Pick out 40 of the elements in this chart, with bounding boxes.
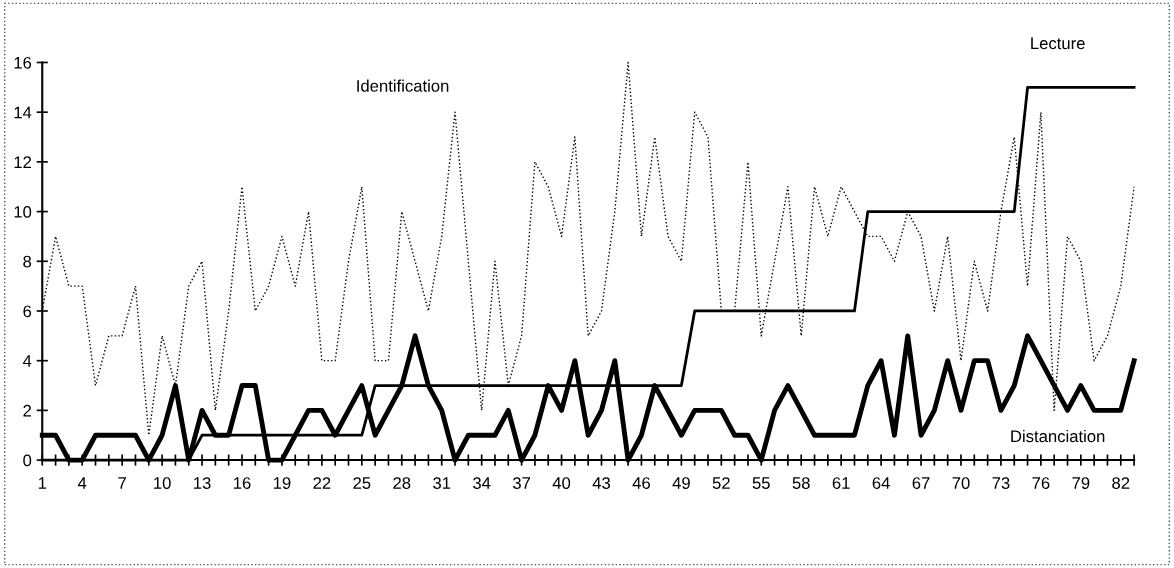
x-tick-label: 43 <box>592 477 611 489</box>
x-tick-label: 7 <box>118 477 126 489</box>
y-tick-label: 14 <box>14 106 32 119</box>
x-tick-label: 40 <box>552 477 571 489</box>
x-tick-label: 82 <box>1112 477 1130 489</box>
y-tick-label: 12 <box>14 156 32 168</box>
series-label: Distanciation <box>1011 429 1105 443</box>
x-tick-label: 49 <box>672 477 690 489</box>
x-tick-label: 73 <box>992 477 1010 489</box>
x-tick-label: 28 <box>393 477 411 489</box>
x-tick-label: 46 <box>632 477 650 489</box>
y-tick-label: 4 <box>22 355 32 367</box>
x-tick-label: 34 <box>473 477 491 489</box>
x-tick-label: 70 <box>952 477 970 489</box>
x-tick-label: 22 <box>313 477 331 489</box>
x-tick-label: 19 <box>273 477 291 489</box>
y-tick-label: 10 <box>14 205 32 218</box>
x-tick-label: 55 <box>752 477 770 489</box>
x-tick-label: 67 <box>912 477 930 489</box>
x-tick-label: 31 <box>433 477 451 489</box>
y-tick-label: 2 <box>23 404 32 417</box>
x-tick-label: 79 <box>1072 477 1090 489</box>
y-tick-label: 6 <box>23 305 32 318</box>
x-tick-label: 76 <box>1032 477 1050 489</box>
x-tick-label: 10 <box>154 477 171 489</box>
y-tick-label: 0 <box>23 454 32 467</box>
x-tick-label: 4 <box>77 477 87 489</box>
x-tick-label: 16 <box>233 477 251 489</box>
x-tick-label: 58 <box>792 477 810 489</box>
x-tick-label: 25 <box>353 477 371 489</box>
series-label: Identification <box>357 79 449 92</box>
y-tick-label: 16 <box>14 56 32 69</box>
x-tick-label: 37 <box>512 477 531 489</box>
x-tick-label: 1 <box>38 477 47 489</box>
x-tick-label: 61 <box>832 477 850 489</box>
text: Lecture <box>1031 37 1085 50</box>
x-tick-label: 52 <box>712 477 730 489</box>
x-tick-label: 13 <box>194 477 211 489</box>
x-tick-label: 64 <box>872 477 890 489</box>
y-tick-label: 8 <box>23 255 32 268</box>
